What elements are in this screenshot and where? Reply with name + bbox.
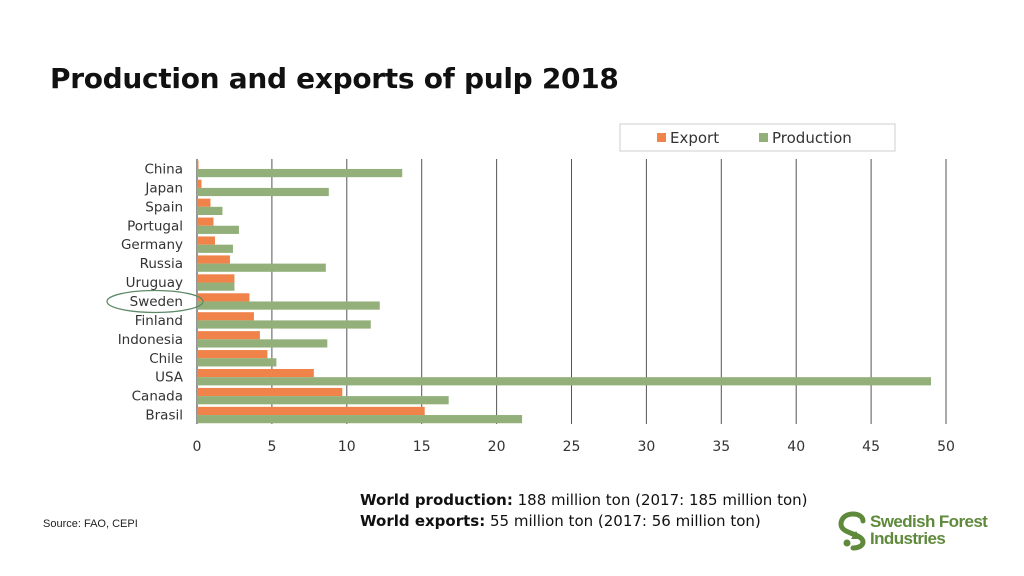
bar-export-finland — [197, 312, 254, 321]
bar-export-germany — [197, 236, 215, 245]
category-label: USA — [155, 370, 184, 386]
bar-export-indonesia — [197, 331, 260, 340]
page-title: Production and exports of pulp 2018 — [50, 62, 619, 95]
bar-production-portugal — [197, 225, 239, 234]
x-tick-label: 45 — [862, 439, 880, 455]
bar-production-germany — [197, 244, 233, 253]
bar-export-chile — [197, 350, 268, 359]
x-tick-label: 25 — [563, 439, 581, 455]
world-exports-label: World exports: — [360, 512, 486, 530]
world-production-value: 188 million ton (2017: 185 million ton) — [512, 491, 808, 509]
legend-swatch — [759, 133, 768, 142]
bar-production-canada — [197, 396, 449, 405]
logo-line1: Swedish Forest — [870, 512, 988, 531]
legend-label: Export — [670, 129, 719, 147]
x-tick-label: 40 — [787, 439, 805, 455]
highlight-ellipse — [106, 289, 204, 314]
x-tick-label: 30 — [637, 439, 655, 455]
bar-export-portugal — [197, 217, 214, 226]
company-logo: Swedish Forest Industries — [836, 511, 996, 551]
bar-production-finland — [197, 320, 371, 329]
bar-production-sweden — [197, 301, 380, 310]
bar-export-canada — [197, 387, 343, 397]
bar-production-spain — [197, 206, 223, 216]
world-production-label: World production: — [360, 491, 513, 509]
category-label: Indonesia — [118, 332, 183, 348]
world-exports-line: World exports: 55 million ton (2017: 56 … — [360, 511, 808, 532]
world-production-line: World production: 188 million ton (2017:… — [360, 490, 808, 511]
world-exports-value: 55 million ton (2017: 56 million ton) — [485, 512, 761, 530]
bar-production-china — [197, 168, 403, 178]
logo-line2: Industries — [870, 529, 946, 548]
legend-label: Production — [772, 129, 852, 147]
logo-mark-icon — [838, 511, 866, 551]
x-tick-label: 15 — [413, 439, 431, 455]
category-label: Canada — [132, 389, 183, 405]
category-label: China — [144, 161, 183, 177]
x-tick-label: 5 — [267, 439, 276, 455]
bar-production-uruguay — [197, 282, 235, 291]
bar-chart: Export Production China Japan Spain Portugal… — [106, 123, 955, 455]
x-tick-label: 35 — [712, 439, 730, 455]
x-tick-label: 50 — [937, 439, 955, 455]
bar-export-spain — [197, 198, 211, 207]
bar-export-russia — [197, 255, 230, 264]
x-tick-label: 10 — [338, 439, 356, 455]
bar-production-usa — [197, 377, 932, 386]
chart-legend: Export Production — [619, 123, 896, 152]
category-label: Uruguay — [126, 275, 183, 291]
bar-production-indonesia — [197, 339, 328, 348]
bar-export-usa — [197, 368, 314, 378]
x-tick-label: 20 — [488, 439, 506, 455]
category-label: Spain — [145, 199, 183, 215]
bar-export-china — [197, 160, 199, 169]
bar-export-brasil — [197, 406, 425, 416]
category-labels: China Japan Spain Portugal Germany Russia Urug… — [118, 161, 184, 423]
category-label: Brasil — [145, 408, 183, 424]
category-label: Japan — [144, 180, 183, 196]
x-tick-label: 0 — [193, 439, 202, 455]
category-label: Sweden — [130, 294, 183, 310]
bar-export-sweden — [197, 293, 250, 302]
source-note: Source: FAO, CEPI — [43, 518, 138, 530]
bar-production-japan — [197, 187, 329, 197]
category-label: Russia — [140, 256, 183, 272]
category-label: Chile — [149, 351, 183, 367]
bar-export-japan — [197, 179, 202, 188]
logo-text: Swedish Forest Industries — [870, 512, 988, 548]
bar-export-uruguay — [197, 274, 235, 283]
bar-production-russia — [197, 263, 326, 272]
x-axis-ticks: 0 5 10 15 20 25 30 35 40 45 50 — [193, 439, 955, 455]
bar-production-chile — [197, 358, 277, 367]
category-label: Germany — [121, 237, 183, 253]
category-label: Finland — [135, 313, 183, 329]
highlight-group — [106, 289, 204, 314]
category-label: Portugal — [127, 218, 183, 234]
bar-production-brasil — [197, 415, 523, 424]
world-stats: World production: 188 million ton (2017:… — [360, 490, 808, 532]
chart-bars — [197, 160, 932, 424]
legend-swatch — [657, 133, 666, 142]
